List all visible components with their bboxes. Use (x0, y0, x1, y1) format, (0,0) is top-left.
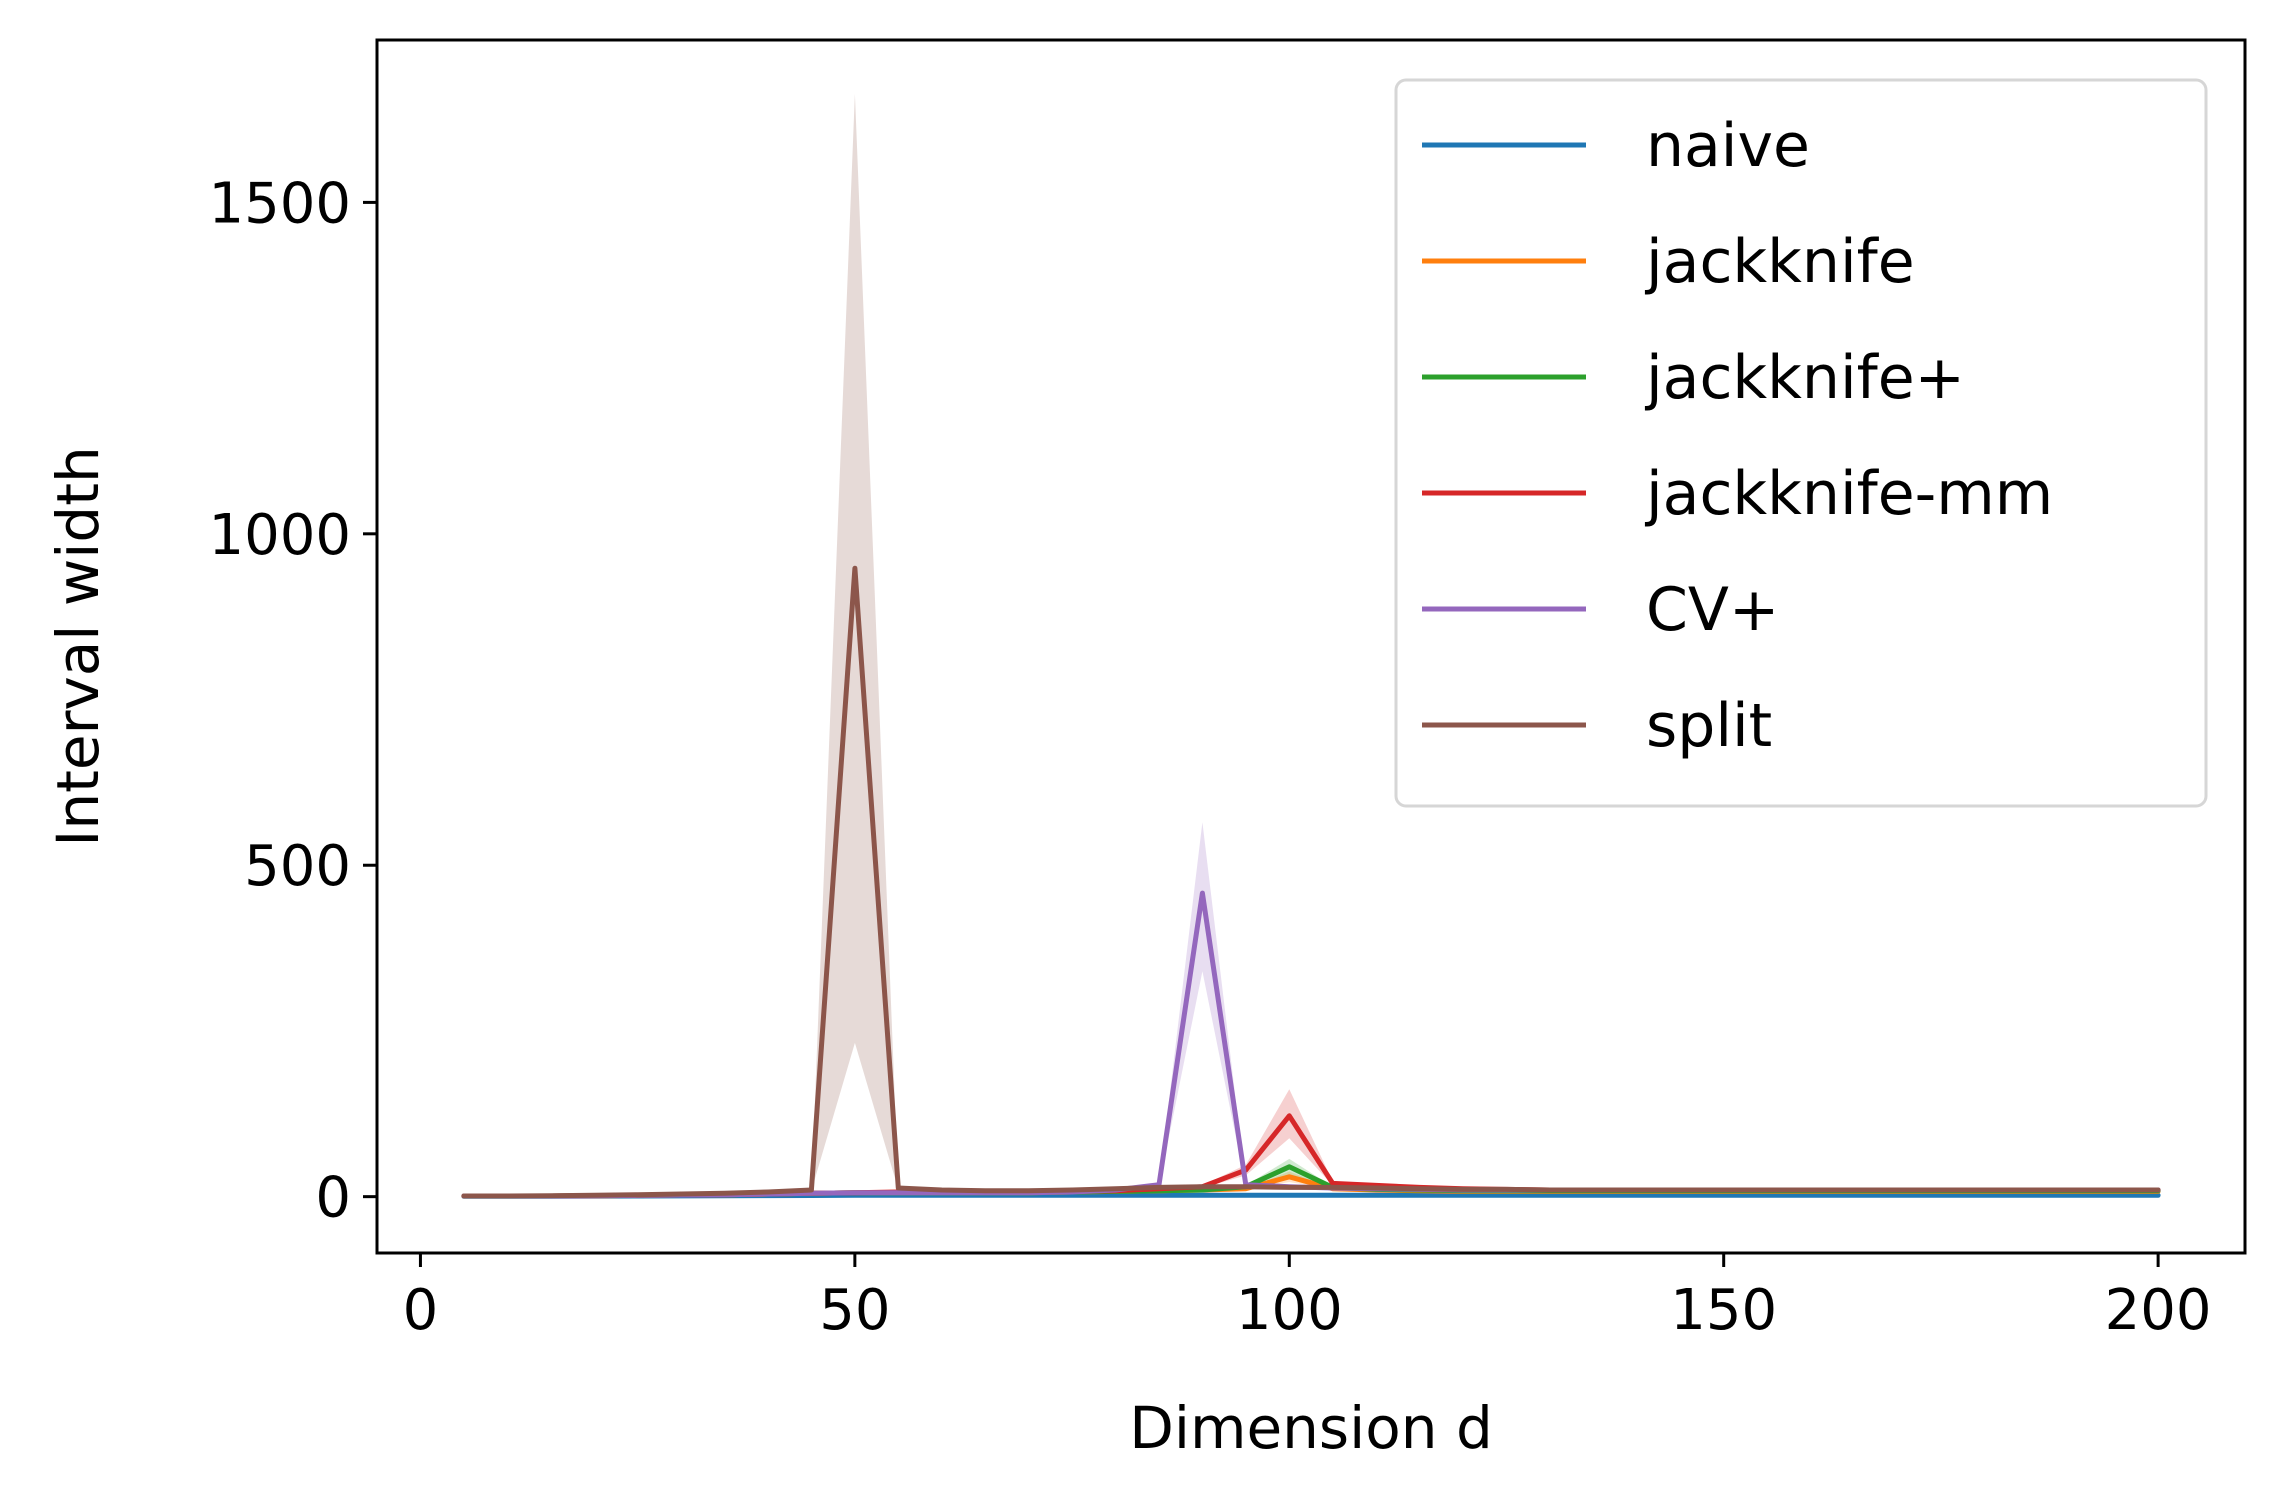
series-lines (461, 565, 2161, 1199)
legend-label: split (1646, 691, 1772, 761)
legend-box (1394, 78, 2208, 808)
x-tick-label: 150 (1670, 1278, 1777, 1343)
x-axis-ticks: 0 50 100 150 200 (403, 1253, 2212, 1343)
band-jackknife-mm (463, 1089, 2159, 1196)
y-tick-label: 1000 (208, 503, 351, 568)
y-tick-label: 1500 (208, 171, 351, 236)
x-tick-label: 0 (403, 1278, 439, 1343)
legend-label: jackknife (1644, 227, 1915, 297)
plot-frame (375, 38, 2247, 1255)
legend-label: jackknife+ (1644, 343, 1965, 413)
legend-label: CV+ (1646, 575, 1779, 645)
y-axis-label: Interval width (44, 446, 112, 846)
band-split (463, 93, 2159, 1197)
x-axis-label: Dimension d (1129, 1394, 1493, 1462)
x-tick-label: 50 (819, 1278, 890, 1343)
x-tick-label: 200 (2105, 1278, 2212, 1343)
x-tick-label: 100 (1236, 1278, 1343, 1343)
y-tick-label: 500 (244, 834, 351, 899)
series-line-split (461, 565, 2161, 1199)
legend: naive jackknife jackknife+ jackknife-mm CV+ s… (1394, 78, 2208, 808)
legend-label: naive (1646, 111, 1810, 181)
y-axis-ticks: 0 500 1000 1500 (208, 171, 377, 1231)
legend-label: jackknife-mm (1644, 459, 2053, 529)
y-tick-label: 0 (315, 1166, 351, 1231)
